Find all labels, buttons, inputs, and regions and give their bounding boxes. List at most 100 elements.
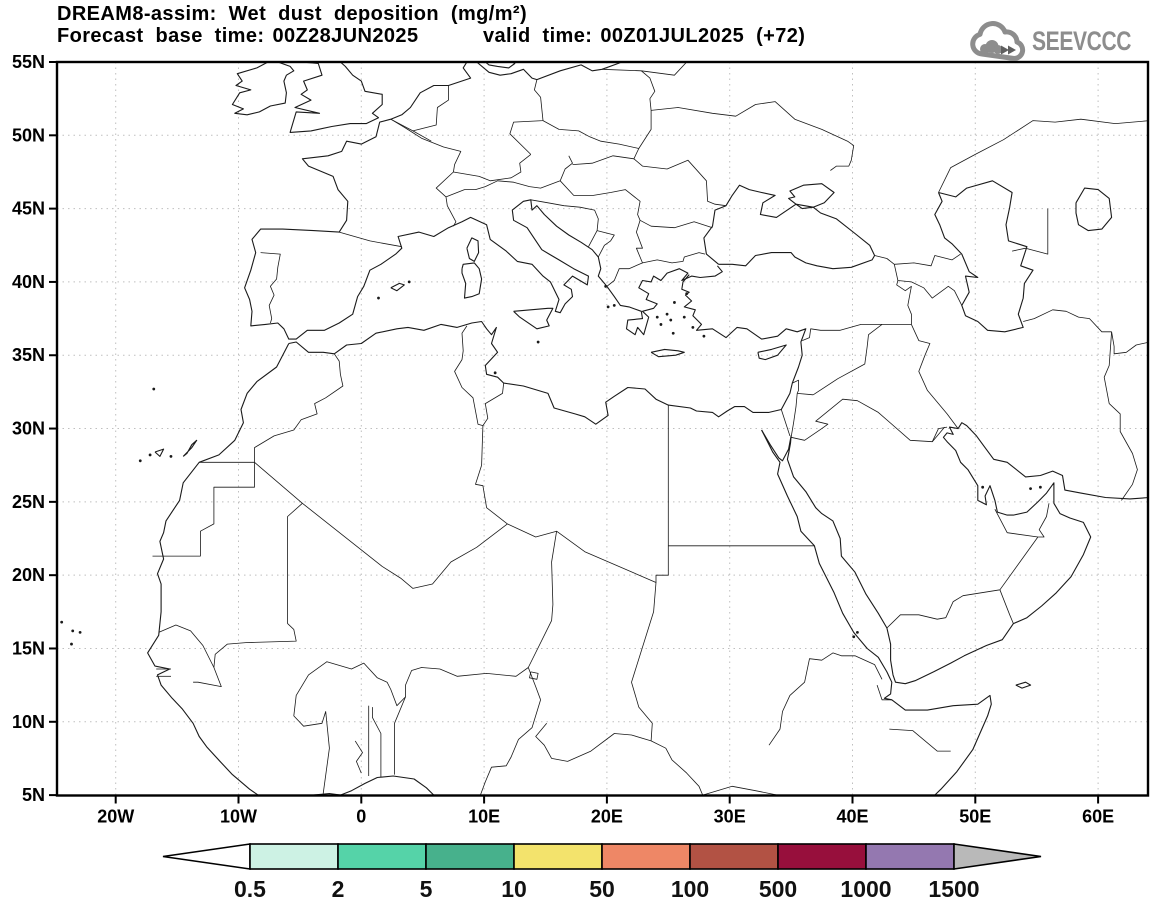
country-border	[792, 379, 799, 394]
country-border	[394, 696, 406, 775]
coastline	[934, 180, 1034, 333]
island-dot	[169, 455, 173, 458]
coastline	[703, 184, 876, 270]
logo-text: SEEVCCC	[1031, 25, 1132, 56]
country-border	[254, 353, 344, 463]
page-title: DREAM8-assim: Wet dust deposition (mg/m²…	[57, 3, 528, 25]
lat-tick-label: 50N	[12, 125, 45, 145]
island-dot	[493, 371, 497, 375]
coastline	[244, 62, 723, 340]
country-border	[651, 101, 855, 171]
coastline	[757, 344, 787, 361]
country-border	[938, 118, 1148, 193]
country-border	[601, 62, 687, 76]
colorbar-label: 0.5	[234, 876, 266, 902]
island-dot	[685, 292, 689, 296]
colorbar-label: 10	[501, 876, 527, 902]
country-border	[529, 671, 539, 680]
forecast-base-time-label: Forecast base time:	[57, 25, 265, 47]
country-border	[412, 85, 449, 132]
country-border	[911, 324, 959, 429]
island-dot	[1038, 485, 1042, 489]
country-border	[633, 158, 727, 207]
island-dot	[856, 630, 859, 634]
country-border	[509, 79, 544, 155]
island-dot	[138, 459, 142, 463]
colorbar-label: 1500	[928, 876, 979, 902]
island-dot	[852, 635, 856, 639]
island-dot	[669, 318, 673, 322]
country-border	[999, 589, 1014, 624]
coastline	[289, 62, 383, 133]
island-dot	[673, 301, 676, 304]
country-border	[812, 324, 883, 396]
lon-tick-label: 50E	[959, 807, 991, 827]
colorbar-label: 2	[332, 876, 345, 902]
country-border	[260, 252, 281, 324]
coastline	[147, 343, 290, 796]
valid-time-label: valid time:	[483, 25, 593, 47]
island-dot	[1029, 487, 1032, 491]
country-border	[371, 707, 382, 778]
coastline	[513, 307, 554, 330]
forecast-base-time: Forecast base time: 00Z28JUN2025	[57, 25, 483, 47]
country-border	[507, 405, 669, 583]
country-border	[650, 740, 704, 796]
lat-tick-label: 10N	[12, 712, 45, 732]
country-border	[597, 230, 615, 258]
country-border	[293, 661, 529, 794]
country-border	[390, 118, 432, 142]
country-border	[445, 155, 573, 198]
country-border	[791, 398, 945, 443]
country-border	[702, 785, 778, 796]
country-border	[1111, 331, 1148, 355]
lat-tick-label: 55N	[12, 52, 45, 72]
country-border	[631, 582, 657, 741]
country-border	[1103, 331, 1138, 501]
country-border	[559, 180, 641, 221]
country-border	[535, 723, 652, 762]
country-border	[893, 264, 963, 306]
lon-tick-label: 40E	[836, 807, 868, 827]
colorbar-label: 500	[759, 876, 797, 902]
coastline	[390, 282, 405, 292]
colorbar-segment	[425, 843, 515, 870]
lat-tick-label: 35N	[12, 345, 45, 365]
colorbar-label: 100	[671, 876, 709, 902]
country-border	[152, 462, 255, 557]
country-border	[994, 509, 1038, 538]
lat-tick-label: 15N	[12, 638, 45, 658]
lon-tick-label: 20E	[591, 807, 623, 827]
coastline	[461, 262, 483, 299]
forecast-base-time-value: 00Z28JUN2025	[272, 25, 419, 47]
coastline	[761, 429, 992, 796]
country-border	[354, 740, 363, 774]
colorbar-segment	[777, 843, 867, 870]
island-dot	[604, 284, 608, 288]
island-dot	[691, 325, 695, 329]
country-border	[193, 503, 303, 687]
country-border	[790, 393, 798, 438]
lat-tick-label: 20N	[12, 565, 45, 585]
country-border	[636, 220, 706, 264]
island-dot	[60, 620, 64, 624]
coastline	[182, 439, 198, 457]
country-border	[874, 253, 961, 267]
coastline	[1075, 187, 1113, 232]
lat-tick-label: 5N	[22, 785, 45, 805]
island-dot	[148, 453, 152, 457]
colorbar-segment	[865, 843, 955, 870]
colorbar-label: 50	[589, 876, 615, 902]
coastline	[484, 62, 516, 69]
colorbar-segment	[249, 843, 339, 870]
colorbar-segment	[601, 843, 691, 870]
country-border	[639, 219, 713, 229]
country-border	[638, 70, 656, 149]
lon-tick-label: 10E	[468, 807, 500, 827]
country-border	[530, 199, 599, 247]
cloud-icon	[970, 21, 1026, 62]
country-border	[802, 323, 912, 341]
island-dot	[612, 303, 616, 307]
island-dot	[981, 485, 985, 489]
